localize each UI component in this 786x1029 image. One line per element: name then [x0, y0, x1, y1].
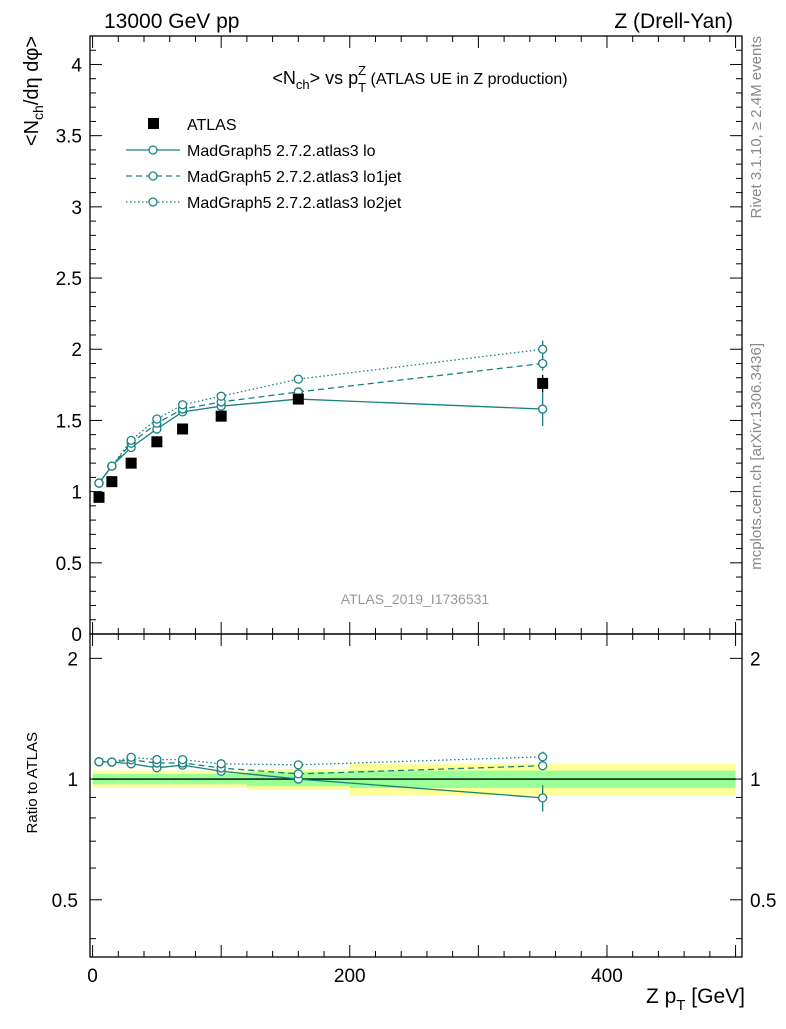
mc-ratio-point — [538, 761, 548, 771]
data-point — [151, 436, 163, 448]
title-part-sub2: T — [358, 80, 366, 95]
mc-point — [538, 404, 548, 414]
y-tick-label: 3 — [71, 198, 82, 219]
mc-point — [538, 358, 548, 369]
mc-ratio-point — [293, 769, 303, 779]
mc-point — [177, 400, 188, 410]
legend-label-lo: MadGraph5 2.7.2.atlas3 lo — [187, 143, 376, 160]
mc-series-line-2 — [98, 348, 543, 484]
x-axis-label: Z pT [GeV] — [646, 985, 745, 1014]
x-tick-label: 200 — [334, 966, 366, 987]
rivet-version-label: Rivet 3.1.10, ≥ 2.4M events — [748, 36, 765, 219]
mc-point — [107, 461, 117, 471]
data-point — [537, 377, 549, 389]
title-part-mid: > vs p — [310, 68, 359, 88]
ratio-y-tick-label-left: 0.5 — [52, 891, 78, 912]
ylabel-part-sub: ch — [30, 105, 46, 120]
legend: ATLAS MadGraph5 2.7.2.atlas3 lo MadGraph… — [126, 117, 402, 212]
mc-ratio-point — [538, 752, 548, 762]
y-tick-label: 0.5 — [56, 554, 82, 575]
legend-label-lo2jet: MadGraph5 2.7.2.atlas3 lo2jet — [187, 195, 402, 212]
y-tick-label: 4 — [71, 55, 82, 76]
mc-ratio-point — [216, 759, 226, 769]
mc-point — [94, 478, 104, 488]
ylabel-part-post: /dη dφ> — [21, 36, 43, 105]
title-part-post: (ATLAS UE in Z production) — [366, 71, 568, 88]
mc-ratio-point — [152, 754, 162, 765]
legend-marker-lo1jet — [148, 171, 158, 181]
mc-series-line-0 — [98, 398, 543, 484]
data-point — [177, 423, 189, 435]
y-tick-label: 1 — [71, 483, 82, 504]
mc-ratio-point — [293, 760, 303, 770]
y-tick-label: 1.5 — [56, 411, 82, 432]
ratio-y-tick-label-left: 1 — [67, 770, 78, 791]
ratio-y-tick-label-right: 2 — [750, 649, 761, 670]
mc-ratio-point — [107, 757, 117, 767]
title-part-pre: <N — [272, 68, 296, 88]
xlabel-part-pre: Z p — [646, 985, 676, 1008]
mc-point — [293, 374, 303, 384]
ratio-y-tick-label-right: 0.5 — [750, 891, 776, 912]
mc-ratio-point — [177, 754, 188, 765]
ratio-y-axis-label: Ratio to ATLAS — [24, 732, 41, 833]
ratio-y-tick-label-right: 1 — [750, 770, 761, 791]
y-tick-label: 0 — [71, 625, 82, 646]
analysis-id-label: ATLAS_2019_I1736531 — [341, 591, 490, 607]
data-point — [215, 410, 227, 422]
legend-label-atlas: ATLAS — [187, 117, 237, 134]
ylabel-part-pre: <N — [21, 120, 43, 146]
xlabel-part-post: [GeV] — [685, 985, 745, 1008]
mc-ratio-line-1 — [98, 759, 543, 775]
ratio-panel — [92, 751, 736, 812]
mc-point — [538, 344, 548, 354]
y-tick-label: 2 — [71, 340, 82, 361]
header-process-label: Z (Drell-Yan) — [614, 10, 733, 33]
y-tick-label: 3.5 — [56, 127, 82, 148]
mc-ratio-line-2 — [98, 756, 543, 766]
mc-ratio-point — [126, 752, 136, 762]
x-tick-label: 0 — [87, 966, 98, 987]
mc-point — [152, 414, 162, 424]
title-part-sub1: ch — [296, 77, 310, 92]
legend-marker-lo2jet — [148, 197, 158, 207]
mcplots-reference-label: mcplots.cern.ch [arXiv:1306.3436] — [748, 343, 765, 570]
data-point — [106, 476, 118, 488]
y-axis-label: <Nch/dη dφ> — [21, 36, 46, 146]
legend-marker-lo — [148, 145, 158, 155]
legend-label-lo1jet: MadGraph5 2.7.2.atlas3 lo1jet — [187, 169, 402, 186]
x-tick-label: 400 — [591, 966, 623, 987]
mc-point — [216, 391, 226, 401]
data-point — [125, 457, 137, 469]
legend-marker-atlas — [148, 118, 159, 129]
y-tick-label: 2.5 — [56, 269, 82, 290]
ratio-y-tick-label-left: 2 — [67, 649, 78, 670]
header-energy-label: 13000 GeV pp — [104, 10, 239, 33]
xlabel-part-sub: T — [676, 997, 685, 1014]
mc-ratio-point — [94, 757, 104, 767]
mc-point — [126, 435, 136, 446]
data-point — [93, 491, 105, 503]
data-point — [292, 393, 304, 405]
axes: 0 200 400 0 0.5 1 1.5 2 2.5 3 3.5 4 0.5 0.5 1 1 2 2 — [52, 35, 776, 987]
plot-title: <Nch> vs pZ T (ATLAS UE in Z production) — [272, 63, 567, 95]
mc-ratio-point — [538, 793, 548, 803]
title-part-sup: Z — [358, 63, 366, 78]
ratio-frame — [89, 633, 743, 958]
main-panel — [93, 340, 549, 503]
